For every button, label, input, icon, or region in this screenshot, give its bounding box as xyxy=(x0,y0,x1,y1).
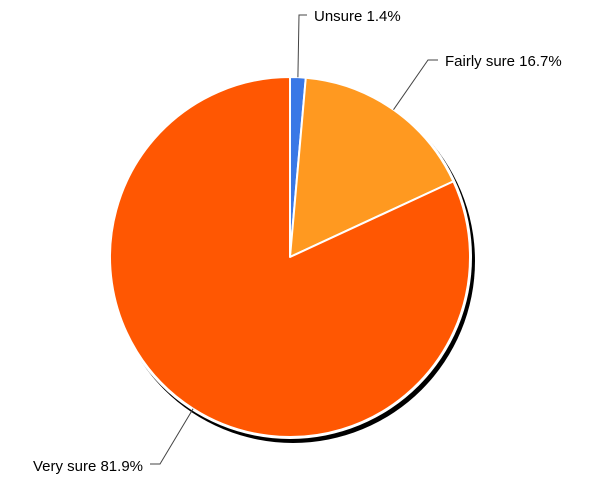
leader-lines xyxy=(150,14,438,465)
slice-label-very-sure: Very sure 81.9% xyxy=(33,458,143,475)
pie-slices xyxy=(109,76,472,438)
leader-line-very-sure xyxy=(150,408,194,465)
pie-slice-fairly-sure xyxy=(289,76,455,258)
slice-labels: Unsure 1.4% Fairly sure 16.7% Very sure … xyxy=(33,8,562,475)
slice-label-fairly-sure: Fairly sure 16.7% xyxy=(445,53,562,70)
leader-line-unsure xyxy=(297,14,307,78)
leader-line-fairly-sure xyxy=(393,59,438,110)
pie-slice-very-sure xyxy=(109,76,472,438)
slice-label-unsure: Unsure 1.4% xyxy=(314,8,401,25)
